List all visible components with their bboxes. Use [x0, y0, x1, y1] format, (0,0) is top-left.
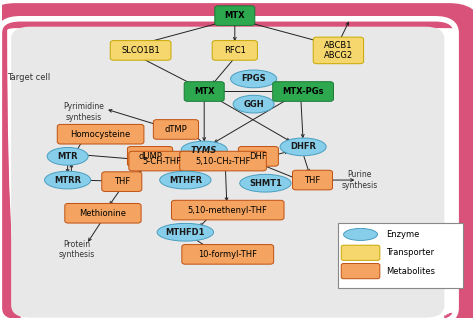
FancyBboxPatch shape	[341, 245, 380, 260]
FancyBboxPatch shape	[292, 170, 333, 190]
Text: FPGS: FPGS	[241, 74, 266, 83]
Text: MTHFR: MTHFR	[169, 175, 202, 185]
FancyBboxPatch shape	[65, 204, 141, 223]
FancyBboxPatch shape	[128, 146, 173, 166]
FancyBboxPatch shape	[180, 151, 266, 171]
FancyBboxPatch shape	[184, 82, 224, 101]
Text: MTR: MTR	[57, 152, 78, 161]
Ellipse shape	[344, 228, 377, 241]
Text: SHMT1: SHMT1	[249, 179, 282, 188]
Text: GGH: GGH	[243, 100, 264, 109]
FancyBboxPatch shape	[215, 6, 255, 26]
Text: Transporter: Transporter	[386, 248, 435, 257]
Text: 10-formyl-THF: 10-formyl-THF	[198, 250, 257, 259]
FancyBboxPatch shape	[182, 245, 273, 264]
Text: TYMS: TYMS	[191, 145, 217, 154]
Text: MTX-PGs: MTX-PGs	[283, 87, 324, 96]
Text: ABCB1
ABCG2: ABCB1 ABCG2	[324, 41, 353, 60]
Ellipse shape	[160, 171, 211, 189]
Text: MTHFD1: MTHFD1	[165, 228, 205, 237]
Text: Metabolites: Metabolites	[386, 267, 436, 276]
Text: DHFR: DHFR	[290, 142, 316, 151]
Text: Homocysteine: Homocysteine	[71, 130, 131, 139]
Ellipse shape	[45, 171, 91, 189]
Text: Pyrimidine
synthesis: Pyrimidine synthesis	[64, 102, 105, 122]
FancyBboxPatch shape	[338, 223, 463, 287]
FancyBboxPatch shape	[313, 37, 364, 64]
Text: dTMP: dTMP	[164, 125, 187, 134]
Ellipse shape	[157, 223, 214, 241]
Ellipse shape	[280, 138, 326, 156]
Text: Purine
synthesis: Purine synthesis	[341, 170, 378, 190]
Text: THF: THF	[114, 177, 130, 186]
FancyBboxPatch shape	[273, 82, 334, 101]
FancyBboxPatch shape	[129, 151, 195, 171]
Text: Enzyme: Enzyme	[386, 230, 420, 239]
Text: MTRR: MTRR	[54, 175, 81, 185]
FancyBboxPatch shape	[0, 4, 474, 319]
Text: MTX: MTX	[225, 11, 245, 20]
Text: Protein
synthesis: Protein synthesis	[59, 240, 95, 259]
Text: THF: THF	[304, 175, 320, 185]
FancyBboxPatch shape	[57, 124, 144, 144]
Ellipse shape	[230, 70, 277, 88]
Ellipse shape	[181, 141, 227, 159]
FancyBboxPatch shape	[172, 200, 284, 220]
Text: 5-CH-THF: 5-CH-THF	[142, 157, 182, 166]
Text: Target cell: Target cell	[8, 73, 51, 82]
Text: DHF: DHF	[249, 152, 267, 161]
Text: Methionine: Methionine	[80, 209, 127, 218]
Text: SLCO1B1: SLCO1B1	[121, 46, 160, 55]
FancyBboxPatch shape	[238, 146, 278, 166]
Ellipse shape	[240, 174, 291, 192]
FancyBboxPatch shape	[11, 27, 444, 318]
Text: MTX: MTX	[194, 87, 215, 96]
Ellipse shape	[47, 147, 88, 165]
Text: RFC1: RFC1	[224, 46, 246, 55]
FancyBboxPatch shape	[341, 263, 380, 279]
FancyBboxPatch shape	[102, 172, 142, 191]
Text: 5,10-methenyl-THF: 5,10-methenyl-THF	[188, 206, 268, 215]
Text: 5,10-CH₂-THF: 5,10-CH₂-THF	[195, 157, 251, 166]
FancyBboxPatch shape	[212, 41, 257, 60]
FancyBboxPatch shape	[153, 120, 199, 139]
Ellipse shape	[233, 95, 274, 113]
FancyBboxPatch shape	[110, 41, 171, 60]
Text: dUMP: dUMP	[138, 152, 162, 161]
